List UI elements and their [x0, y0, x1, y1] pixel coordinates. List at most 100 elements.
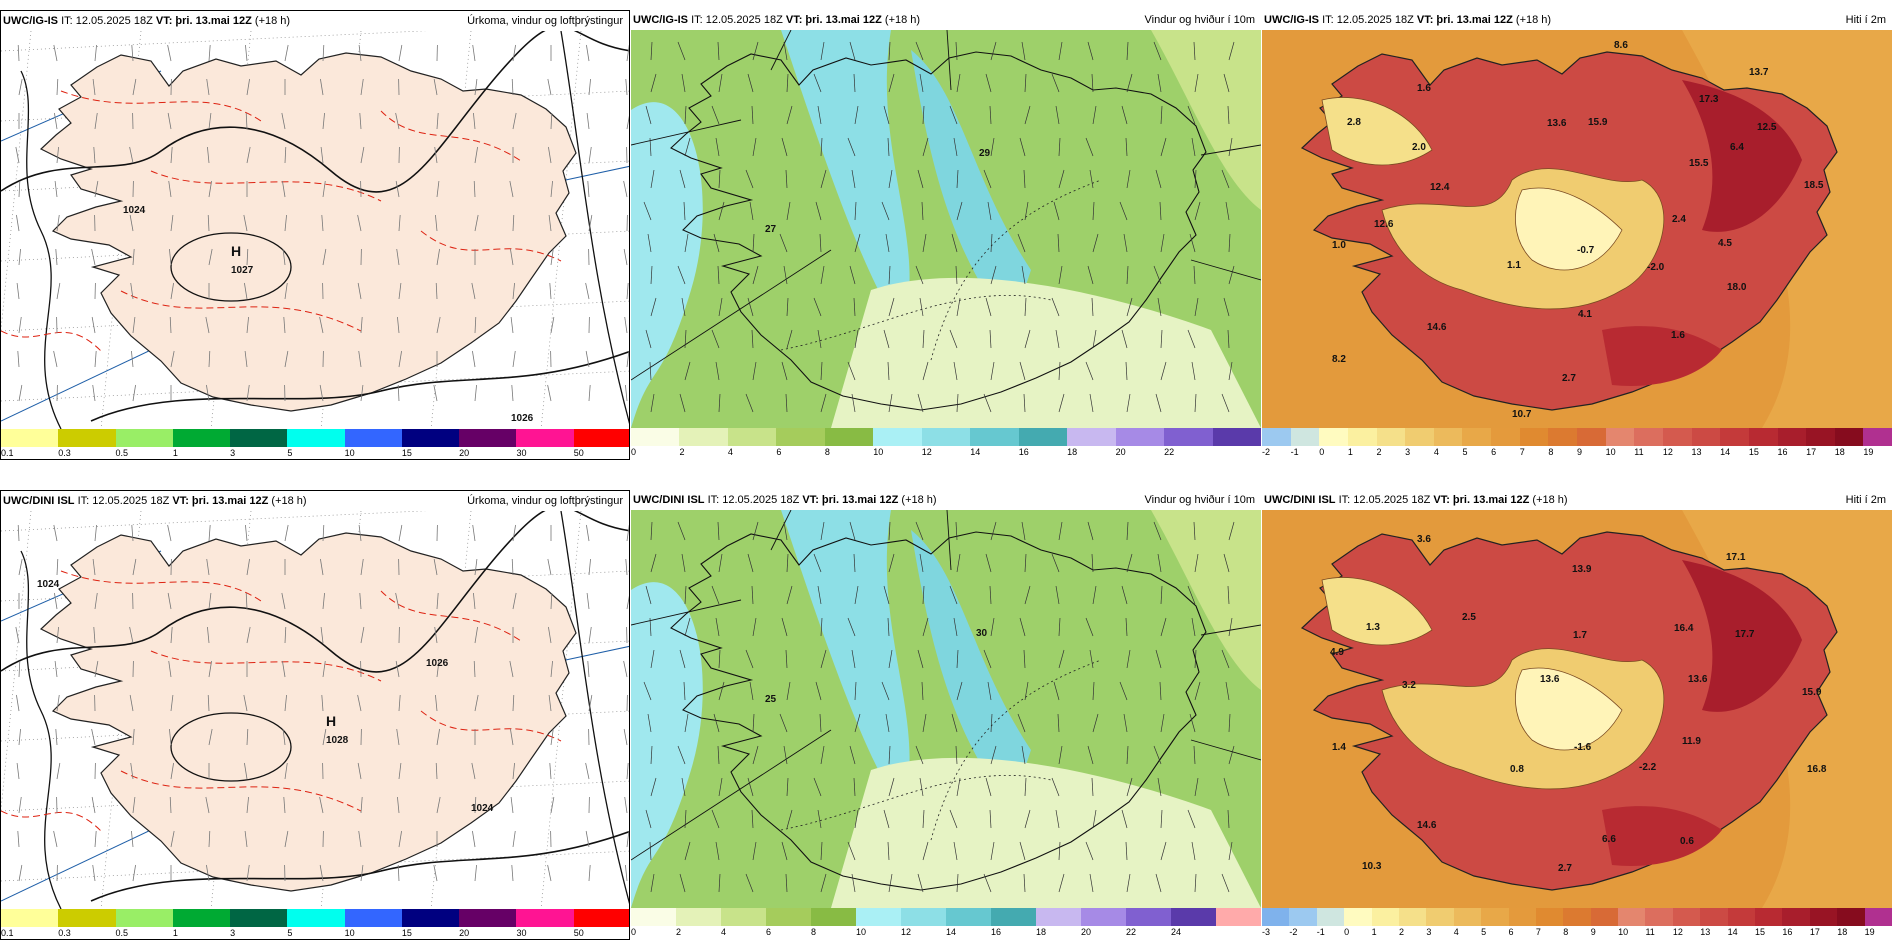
legend-tick: 0.5	[115, 928, 129, 938]
legend-swatch	[115, 429, 173, 447]
init-time: IT: 12.05.2025 18Z	[1322, 14, 1414, 26]
legend-tick: 2	[1398, 927, 1404, 937]
legend-swatch	[1398, 908, 1427, 926]
color-legend: 0 2 4 6 8 10 12 14 16 18 20 22 24	[631, 908, 1261, 940]
legend-tick: 15	[1748, 447, 1759, 457]
legend-swatch	[1433, 428, 1463, 446]
legend-swatch	[1371, 908, 1399, 926]
legend-swatch	[1834, 428, 1864, 446]
temperature-value: 2.5	[1462, 612, 1476, 623]
temperature-value: -2.2	[1639, 762, 1657, 773]
legend-tick: 20	[459, 928, 470, 938]
legend-ticks: -3 -2 -1 0 1 2 3 4 5 6 7 8 9 10 11 12 13 14 15 16 17 18 19	[1262, 927, 1892, 940]
legend-swatch	[1426, 908, 1454, 926]
legend-colorbar	[1, 909, 629, 927]
gust-max-value: 30	[976, 628, 988, 639]
panel-dini-temp: UWC/DINI ISL IT: 12.05.2025 18Z VT: þri.…	[1262, 490, 1892, 940]
temperature-value: 2.0	[1412, 142, 1426, 153]
legend-tick: 3	[1426, 927, 1432, 937]
temperature-value: 0.8	[1510, 764, 1524, 775]
temperature-value: 17.7	[1735, 629, 1755, 640]
legend-tick: 11	[1645, 927, 1655, 937]
panel-header: UWC/DINI ISL IT: 12.05.2025 18Z VT: þri.…	[1262, 490, 1892, 510]
lead-time: (+18 h)	[271, 495, 307, 507]
gust-max-value: 25	[765, 694, 777, 705]
temperature-value: 17.1	[1726, 552, 1746, 563]
legend-swatch	[631, 428, 680, 446]
valid-time-label: VT:	[785, 14, 803, 26]
temperature-value: 4.5	[1718, 238, 1732, 249]
header-run-info: UWC/IG-IS IT: 12.05.2025 18Z VT: þri. 13…	[633, 10, 920, 30]
legend-swatch	[401, 429, 460, 447]
legend-tick: 0	[631, 447, 637, 457]
valid-time-label: VT:	[1433, 494, 1450, 506]
temperature-value: 15.9	[1802, 687, 1822, 698]
temperature-value: 11.0	[1502, 907, 1521, 908]
temperature-value: 1.6	[1671, 330, 1685, 341]
color-legend: -2 -1 0 1 2 3 4 5 6 7 8 9 10 11 12 13 14 15 16 17 18 19	[1262, 428, 1892, 460]
panel-title: Vindur og hviður í 10m	[1144, 14, 1255, 26]
pressure-label: 1024	[37, 579, 60, 590]
legend-swatch	[856, 908, 901, 926]
init-time: IT: 12.05.2025 18Z	[707, 494, 800, 506]
map-precip: H 1028 1024 1026 1024	[1, 511, 629, 909]
panel-dini-wind: UWC/DINI ISL IT: 12.05.2025 18Z VT: þri.…	[631, 490, 1261, 940]
pressure-label: 1027	[231, 265, 254, 276]
lead-time: (+18 h)	[254, 15, 291, 27]
legend-tick: 8	[811, 927, 817, 937]
legend-swatch	[991, 908, 1036, 926]
legend-swatch	[1748, 428, 1778, 446]
temperature-value: 12.4	[1430, 182, 1450, 193]
legend-tick: 9	[1590, 927, 1596, 937]
temperature-value: 13.9	[1572, 564, 1592, 575]
legend-swatch	[1316, 908, 1345, 926]
legend-tick: 1	[172, 448, 178, 458]
legend-swatch	[1036, 908, 1081, 926]
temperature-value: 2.7	[1558, 863, 1572, 874]
legend-swatch	[1212, 428, 1261, 446]
legend-swatch	[1535, 908, 1564, 926]
legend-tick: 4	[1433, 447, 1439, 457]
legend-tick: 0.5	[115, 448, 129, 458]
legend-swatch	[676, 908, 721, 926]
init-time: IT: 12.05.2025 18Z	[61, 15, 153, 27]
legend-tick: 4	[727, 447, 733, 457]
header-run-info: UWC/IG-IS IT: 12.05.2025 18Z VT: þri. 13…	[3, 11, 290, 31]
pressure-label: 1028	[326, 735, 349, 746]
valid-time: þri. 13.mai 12Z	[805, 14, 882, 26]
legend-swatch	[1262, 908, 1290, 926]
legend-tick: 13	[1691, 447, 1702, 457]
color-legend: -3 -2 -1 0 1 2 3 4 5 6 7 8 9 10 11 12 13 14 15 16 17 18 19	[1262, 908, 1892, 940]
legend-tick: 6	[776, 447, 782, 457]
pressure-label: 1024	[471, 803, 494, 814]
temperature-value: -0.7	[1577, 245, 1595, 256]
legend-swatch	[1662, 428, 1692, 446]
legend-swatch	[946, 908, 991, 926]
panel-header: UWC/IG-IS IT: 12.05.2025 18Z VT: þri. 13…	[631, 10, 1261, 30]
legend-swatch	[1115, 428, 1165, 446]
legend-tick: 16	[991, 927, 1002, 937]
legend-swatch	[459, 909, 517, 927]
legend-swatch	[1590, 908, 1619, 926]
legend-tick: 50	[573, 928, 584, 938]
legend-swatch	[1691, 428, 1721, 446]
model-name: UWC/IG-IS	[3, 15, 58, 27]
temperature-value: 6.6	[1602, 834, 1616, 845]
temperature-value: 10.3	[1362, 861, 1382, 872]
legend-colorbar	[1, 429, 629, 447]
legend-tick: 18	[1036, 927, 1047, 937]
legend-swatch	[344, 909, 402, 927]
model-name: UWC/IG-IS	[1264, 14, 1319, 26]
legend-tick: 5	[1481, 927, 1487, 937]
temperature-value: 12.5	[1757, 122, 1777, 133]
legend-swatch	[1837, 908, 1865, 926]
legend-tick: 12	[921, 447, 932, 457]
legend-tick: 30	[516, 448, 527, 458]
pressure-label: 1026	[426, 658, 449, 669]
legend-tick: -1	[1316, 927, 1325, 937]
legend-tick: 20	[1081, 927, 1092, 937]
temperature-value: 13.6	[1540, 674, 1560, 685]
legend-tick: 3	[230, 928, 236, 938]
map-precip: H 1027 1024 1026	[1, 31, 629, 429]
pressure-label: 1024	[123, 205, 146, 216]
